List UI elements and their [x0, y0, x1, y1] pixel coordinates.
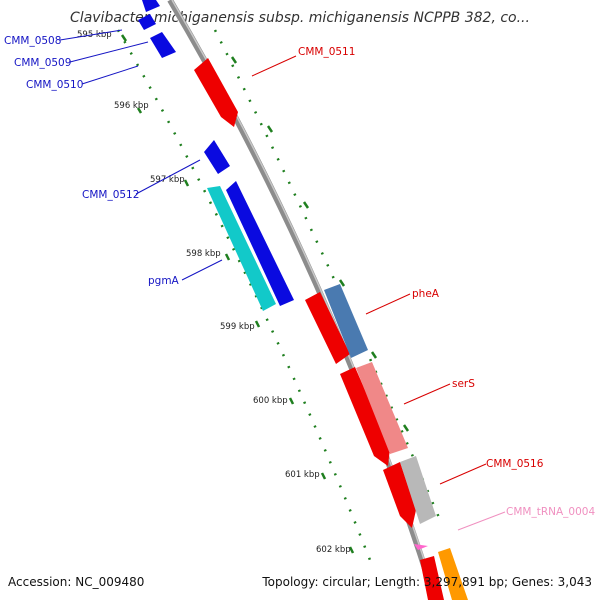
feature-bottom-orange[interactable]: [438, 548, 468, 600]
tick-label-597: 597 kbp: [150, 175, 185, 185]
feature-cmm-0512[interactable]: [204, 140, 230, 174]
feature-cmm-trna-0004[interactable]: [414, 544, 428, 550]
gene-label-phea[interactable]: pheA: [412, 288, 440, 300]
feature-cmm-0508[interactable]: [142, 0, 160, 12]
feature-sers-red[interactable]: [340, 367, 390, 466]
gene-label-cmm-0509[interactable]: CMM_0509: [14, 57, 71, 69]
gene-label-pgma[interactable]: pgmA: [148, 275, 180, 287]
feature-cmm-0511[interactable]: [194, 58, 238, 127]
feature-cmm-0510[interactable]: [138, 14, 156, 30]
feature-bottom-red[interactable]: [420, 556, 444, 600]
tick-label-595: 595 kbp: [77, 30, 112, 40]
tick-label-599: 599 kbp: [220, 322, 255, 332]
tick-label-596: 596 kbp: [114, 101, 149, 111]
feature-pgma-blue[interactable]: [226, 181, 294, 306]
gene-label-cmm-0511[interactable]: CMM_0511: [298, 46, 355, 58]
map-title: Clavibacter michiganensis subsp. michiga…: [70, 10, 530, 26]
feature-phea-red[interactable]: [305, 292, 350, 364]
major-ticks: [120, 34, 410, 554]
accession-text: Accession: NC_009480: [8, 575, 144, 589]
feature-sers[interactable]: [356, 362, 408, 454]
gene-label-cmm-0512[interactable]: CMM_0512: [82, 189, 139, 201]
tick-label-600: 600 kbp: [253, 396, 288, 406]
feature-pgma[interactable]: [207, 186, 276, 311]
feature-cmm-0516-red[interactable]: [383, 462, 416, 528]
gene-label-cmm-0508[interactable]: CMM_0508: [4, 35, 61, 47]
feature-phea[interactable]: [324, 284, 368, 358]
gene-label-cmm-trna-0004[interactable]: CMM_tRNA_0004: [506, 506, 595, 518]
gene-label-cmm-0516[interactable]: CMM_0516: [486, 458, 544, 470]
gene-label-cmm-0510[interactable]: CMM_0510: [26, 79, 83, 91]
gene-label-sers[interactable]: serS: [452, 378, 475, 390]
leader-lines: [59, 29, 506, 531]
tick-label-602: 602 kbp: [316, 545, 351, 555]
feature-cmm-0509[interactable]: [150, 32, 176, 58]
feature-cmm-0516[interactable]: [400, 456, 436, 524]
tick-label-598: 598 kbp: [186, 249, 221, 259]
topology-summary-text: Topology: circular; Length: 3,297,891 bp…: [261, 575, 592, 589]
tick-label-601: 601 kbp: [285, 470, 320, 480]
